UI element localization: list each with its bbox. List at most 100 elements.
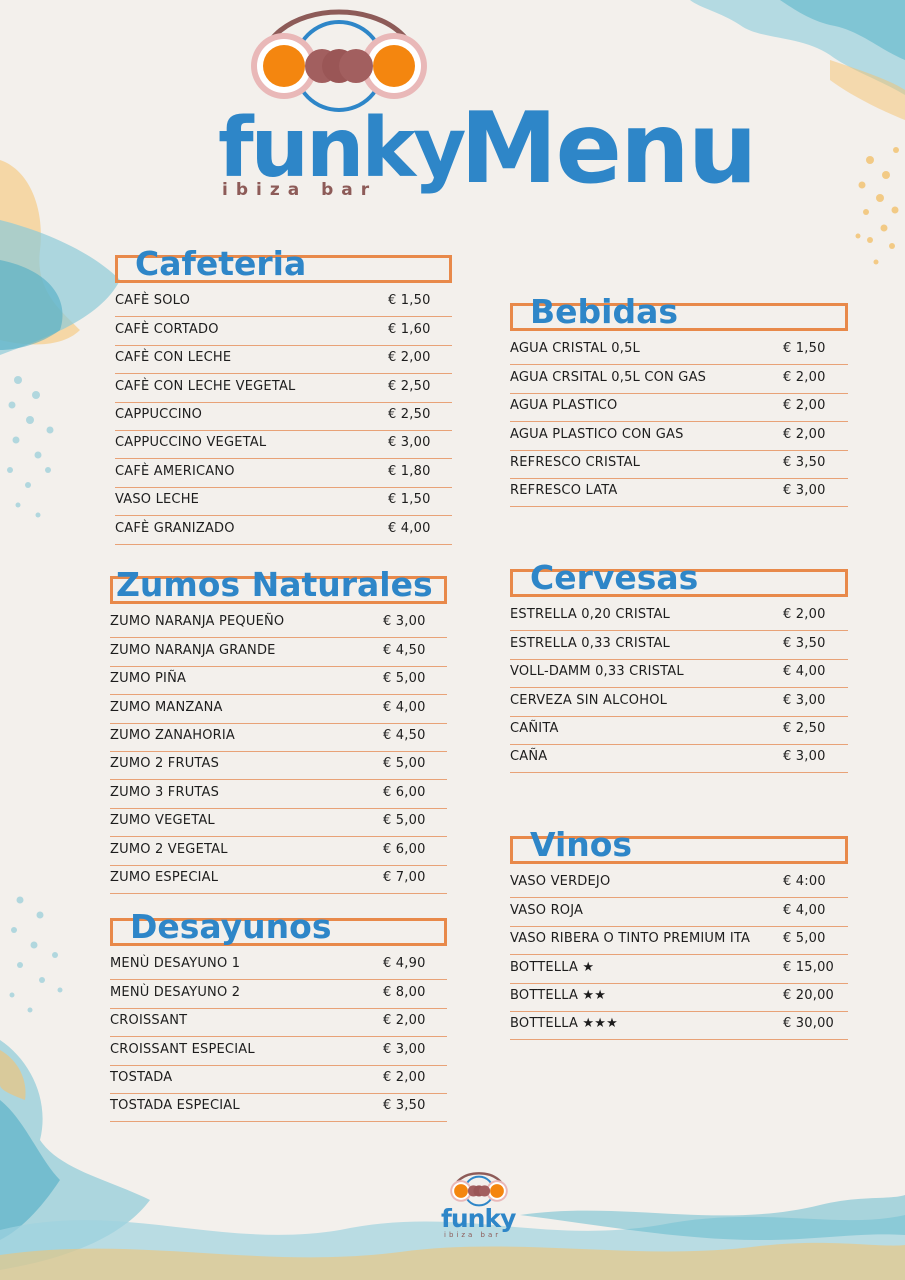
- menu-item-row: ZUMO 3 FRUTAS € 6,00: [110, 780, 447, 809]
- menu-item-row: ZUMO ESPECIAL € 7,00: [110, 866, 447, 894]
- menu-item-price: € 1,60: [388, 321, 431, 337]
- menu-title: Menu: [460, 92, 758, 206]
- menu-item-price: € 5,00: [783, 931, 826, 947]
- menu-item-name: ESTRELLA 0,20 CRISTAL: [510, 607, 671, 623]
- menu-item-name: ZUMO MANZANA: [110, 699, 223, 715]
- section-cafeteria: Cafeteria CAFÈ SOLO € 1,50 CAFÈ CORTADO € 1…: [115, 247, 452, 545]
- menu-item-name: CAFÈ AMERICANO: [115, 463, 235, 479]
- menu-item-price: € 3,50: [783, 454, 826, 470]
- menu-item-row: ZUMO ZANAHORIA € 4,50: [110, 724, 447, 752]
- logo-emblem: [251, 9, 427, 112]
- menu-item-row: REFRESCO CRISTAL € 3,50: [510, 451, 848, 479]
- menu-item-price: € 4,00: [783, 902, 826, 918]
- footer-brand-subtitle: ibiza bar: [444, 1231, 502, 1239]
- menu-item-row: CAFÈ CON LECHE VEGETAL € 2,50: [115, 374, 452, 403]
- menu-item-price: € 3,00: [783, 749, 826, 765]
- menu-item-price: € 2,00: [783, 369, 826, 385]
- header-logo: funky ibiza bar Menu: [210, 8, 770, 208]
- menu-item-name: ESTRELLA 0,33 CRISTAL: [510, 635, 671, 651]
- menu-item-name: CROISSANT: [110, 1013, 188, 1029]
- menu-item-price: € 3,00: [388, 435, 431, 451]
- menu-item-price: € 4,00: [383, 699, 426, 715]
- menu-item-row: MENÙ DESAYUNO 1 € 4,90: [110, 952, 447, 981]
- menu-item-name: CROISSANT ESPECIAL: [110, 1041, 255, 1057]
- menu-item-name: VASO RIBERA O TINTO PREMIUM ITA: [510, 931, 751, 947]
- menu-item-name: ZUMO PIÑA: [110, 671, 187, 687]
- section-title: Bebidas: [530, 292, 679, 331]
- menu-item-name: AGUA CRISTAL 0,5L: [510, 341, 640, 357]
- menu-item-price: € 2,00: [388, 350, 431, 366]
- menu-item-row: AGUA CRISTAL 0,5L € 1,50: [510, 337, 848, 366]
- menu-item-row: VASO LECHE € 1,50: [115, 488, 452, 517]
- menu-item-row: VASO ROJA € 4,00: [510, 898, 848, 927]
- menu-item-name: VOLL-DAMM 0,33 CRISTAL: [510, 664, 684, 680]
- menu-item-row: ZUMO VEGETAL € 5,00: [110, 809, 447, 838]
- menu-item-row: TOSTADA € 2,00: [110, 1066, 447, 1094]
- menu-item-name: ZUMO NARANJA GRANDE: [110, 642, 276, 658]
- menu-item-row: CAÑA € 3,00: [510, 745, 848, 774]
- menu-item-price: € 3,50: [783, 635, 826, 651]
- menu-item-price: € 2,50: [388, 378, 431, 394]
- menu-item-name: MENÙ DESAYUNO 1: [110, 956, 241, 972]
- menu-item-row: CAFÈ CON LECHE € 2,00: [115, 346, 452, 375]
- menu-item-name: BOTTELLA ★: [510, 959, 595, 975]
- menu-item-price: € 2,50: [783, 720, 826, 736]
- menu-item-name: BOTTELLA ★★★: [510, 1016, 618, 1032]
- menu-item-price: € 7,00: [383, 869, 426, 885]
- menu-item-name: MENÙ DESAYUNO 2: [110, 984, 241, 1000]
- menu-item-name: CAFÈ GRANIZADO: [115, 520, 235, 536]
- menu-item-row: CAPPUCCINO VEGETAL € 3,00: [115, 431, 452, 460]
- menu-item-price: € 5,00: [383, 756, 426, 772]
- menu-item-row: VASO VERDEJO € 4:00: [510, 870, 848, 899]
- menu-item-price: € 2,00: [383, 1069, 426, 1085]
- menu-item-price: € 20,00: [783, 987, 835, 1003]
- section-title-box: Bebidas: [510, 295, 848, 333]
- menu-item-name: TOSTADA ESPECIAL: [110, 1098, 240, 1114]
- menu-item-price: € 2,00: [783, 398, 826, 414]
- menu-item-name: CAFÈ CON LECHE VEGETAL: [115, 378, 296, 394]
- menu-item-row: AGUA PLASTICO € 2,00: [510, 394, 848, 423]
- section-bebidas: Bebidas AGUA CRISTAL 0,5L € 1,50 AGUA CRSI…: [510, 295, 848, 508]
- menu-item-price: € 3,00: [383, 1041, 426, 1057]
- menu-item-name: CAPPUCCINO: [115, 406, 203, 422]
- menu-item-row: CERVEZA SIN ALCOHOL € 3,00: [510, 688, 848, 717]
- menu-item-row: CROISSANT ESPECIAL € 3,00: [110, 1037, 447, 1066]
- section-title: Cafeteria: [135, 244, 307, 283]
- menu-item-name: ZUMO VEGETAL: [110, 813, 215, 829]
- menu-item-name: CAFÈ CON LECHE: [115, 350, 232, 366]
- menu-item-row: ZUMO NARANJA PEQUEÑO € 3,00: [110, 610, 447, 639]
- menu-item-name: VASO ROJA: [510, 902, 584, 918]
- menu-item-name: VASO LECHE: [115, 492, 200, 508]
- menu-item-price: € 6,00: [383, 784, 426, 800]
- menu-item-price: € 1,80: [388, 463, 431, 479]
- menu-item-price: € 1,50: [388, 293, 431, 309]
- section-title-box: Cervesas: [510, 561, 848, 599]
- menu-item-name: CAÑITA: [510, 720, 559, 736]
- menu-item-price: € 2,50: [388, 406, 431, 422]
- menu-item-name: REFRESCO CRISTAL: [510, 454, 641, 470]
- menu-item-name: AGUA CRSITAL 0,5L CON GAS: [510, 369, 707, 385]
- menu-item-row: CAFÈ SOLO € 1,50: [115, 289, 452, 318]
- menu-item-name: ZUMO 2 FRUTAS: [110, 756, 220, 772]
- section-title-box: Zumos Naturales: [110, 568, 447, 606]
- menu-item-price: € 3,00: [783, 692, 826, 708]
- menu-item-name: ZUMO 3 FRUTAS: [110, 784, 220, 800]
- section-cervesas: Cervesas ESTRELLA 0,20 CRISTAL € 2,00 ESTR…: [510, 561, 848, 774]
- menu-item-price: € 15,00: [783, 959, 835, 975]
- section-title-box: Desayunos: [110, 910, 447, 948]
- menu-item-row: ESTRELLA 0,33 CRISTAL € 3,50: [510, 631, 848, 660]
- menu-item-price: € 2,00: [383, 1013, 426, 1029]
- section-title: Desayunos: [130, 907, 332, 946]
- menu-item-row: CAÑITA € 2,50: [510, 717, 848, 745]
- footer-logo: funky ibiza bar: [438, 1172, 520, 1242]
- menu-item-price: € 4,00: [388, 520, 431, 536]
- menu-item-name: ZUMO ESPECIAL: [110, 869, 219, 885]
- menu-item-name: ZUMO ZANAHORIA: [110, 727, 235, 743]
- menu-item-name: ZUMO NARANJA PEQUEÑO: [110, 614, 285, 630]
- menu-item-row: VOLL-DAMM 0,33 CRISTAL € 4,00: [510, 660, 848, 689]
- menu-item-name: ZUMO 2 VEGETAL: [110, 841, 228, 857]
- menu-item-price: € 4:00: [783, 874, 826, 890]
- menu-item-name: REFRESCO LATA: [510, 483, 618, 499]
- footer-logo-emblem: [450, 1172, 508, 1207]
